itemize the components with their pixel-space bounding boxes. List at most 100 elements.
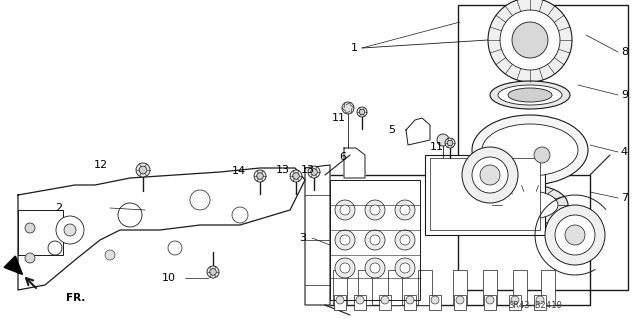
Text: 5: 5 (388, 125, 395, 135)
Text: 4: 4 (621, 147, 628, 157)
Circle shape (381, 296, 389, 304)
Bar (418, 270, 432, 305)
Circle shape (168, 241, 182, 255)
Circle shape (335, 230, 355, 250)
Circle shape (357, 107, 367, 117)
Text: 7: 7 (621, 193, 628, 203)
Bar (379, 295, 391, 310)
Circle shape (445, 138, 455, 148)
Text: 13: 13 (276, 165, 290, 175)
Circle shape (370, 235, 380, 245)
Circle shape (335, 200, 355, 220)
Ellipse shape (492, 185, 568, 225)
Circle shape (536, 296, 544, 304)
Circle shape (565, 225, 585, 245)
Bar (429, 295, 441, 310)
Bar (509, 295, 521, 310)
Circle shape (340, 235, 350, 245)
Circle shape (511, 296, 519, 304)
Circle shape (254, 170, 266, 182)
Circle shape (512, 22, 548, 58)
Text: 6: 6 (339, 152, 346, 162)
Text: 11: 11 (430, 142, 444, 152)
Bar (330, 180, 420, 300)
Text: 8: 8 (621, 47, 628, 57)
Circle shape (139, 166, 147, 174)
Circle shape (310, 169, 317, 175)
Ellipse shape (498, 85, 562, 105)
Circle shape (340, 263, 350, 273)
Circle shape (462, 147, 518, 203)
Circle shape (447, 140, 452, 146)
Circle shape (335, 258, 355, 278)
Circle shape (400, 205, 410, 215)
Bar (483, 270, 497, 305)
Bar (534, 295, 546, 310)
Circle shape (400, 235, 410, 245)
Bar (333, 270, 347, 305)
Circle shape (365, 258, 385, 278)
Bar (484, 295, 496, 310)
Bar (425, 155, 545, 235)
Bar (430, 158, 540, 230)
Bar (354, 295, 366, 310)
Bar (513, 270, 527, 305)
Circle shape (359, 109, 365, 115)
Circle shape (406, 296, 414, 304)
Text: 3: 3 (299, 233, 306, 243)
Circle shape (365, 200, 385, 220)
Circle shape (308, 166, 320, 178)
Circle shape (64, 224, 76, 236)
Text: FR.: FR. (66, 293, 85, 303)
Circle shape (207, 266, 219, 278)
Polygon shape (305, 165, 330, 305)
Circle shape (210, 269, 216, 275)
Circle shape (25, 223, 35, 233)
Circle shape (342, 102, 354, 114)
Bar (541, 270, 555, 305)
Text: 10: 10 (162, 273, 176, 283)
Circle shape (25, 253, 35, 263)
Bar (358, 270, 372, 305)
Text: 12: 12 (94, 160, 108, 170)
Circle shape (555, 215, 595, 255)
Ellipse shape (482, 124, 578, 176)
Circle shape (292, 173, 300, 179)
Circle shape (500, 10, 560, 70)
Ellipse shape (502, 191, 558, 219)
Circle shape (395, 230, 415, 250)
Bar (453, 270, 467, 305)
Polygon shape (325, 175, 590, 305)
Circle shape (472, 157, 508, 193)
Circle shape (395, 200, 415, 220)
Circle shape (437, 134, 449, 146)
Polygon shape (18, 168, 305, 290)
Bar (388, 270, 402, 305)
Bar (404, 295, 416, 310)
Circle shape (257, 173, 263, 179)
Circle shape (136, 163, 150, 177)
Text: 11: 11 (332, 113, 346, 123)
Circle shape (365, 230, 385, 250)
Circle shape (48, 241, 62, 255)
Ellipse shape (508, 88, 552, 102)
Text: 9: 9 (621, 90, 628, 100)
Circle shape (340, 205, 350, 215)
Text: SR43-B2410: SR43-B2410 (508, 301, 562, 310)
Circle shape (480, 165, 500, 185)
Text: 13: 13 (301, 165, 315, 175)
Ellipse shape (472, 115, 588, 185)
Circle shape (395, 258, 415, 278)
Circle shape (356, 296, 364, 304)
Ellipse shape (490, 81, 570, 109)
Circle shape (118, 203, 142, 227)
Circle shape (400, 263, 410, 273)
Bar (334, 295, 346, 310)
Polygon shape (4, 256, 22, 274)
Polygon shape (406, 118, 430, 145)
Polygon shape (344, 148, 365, 178)
Circle shape (232, 207, 248, 223)
Bar (458, 5, 628, 290)
Circle shape (370, 263, 380, 273)
Circle shape (105, 250, 115, 260)
